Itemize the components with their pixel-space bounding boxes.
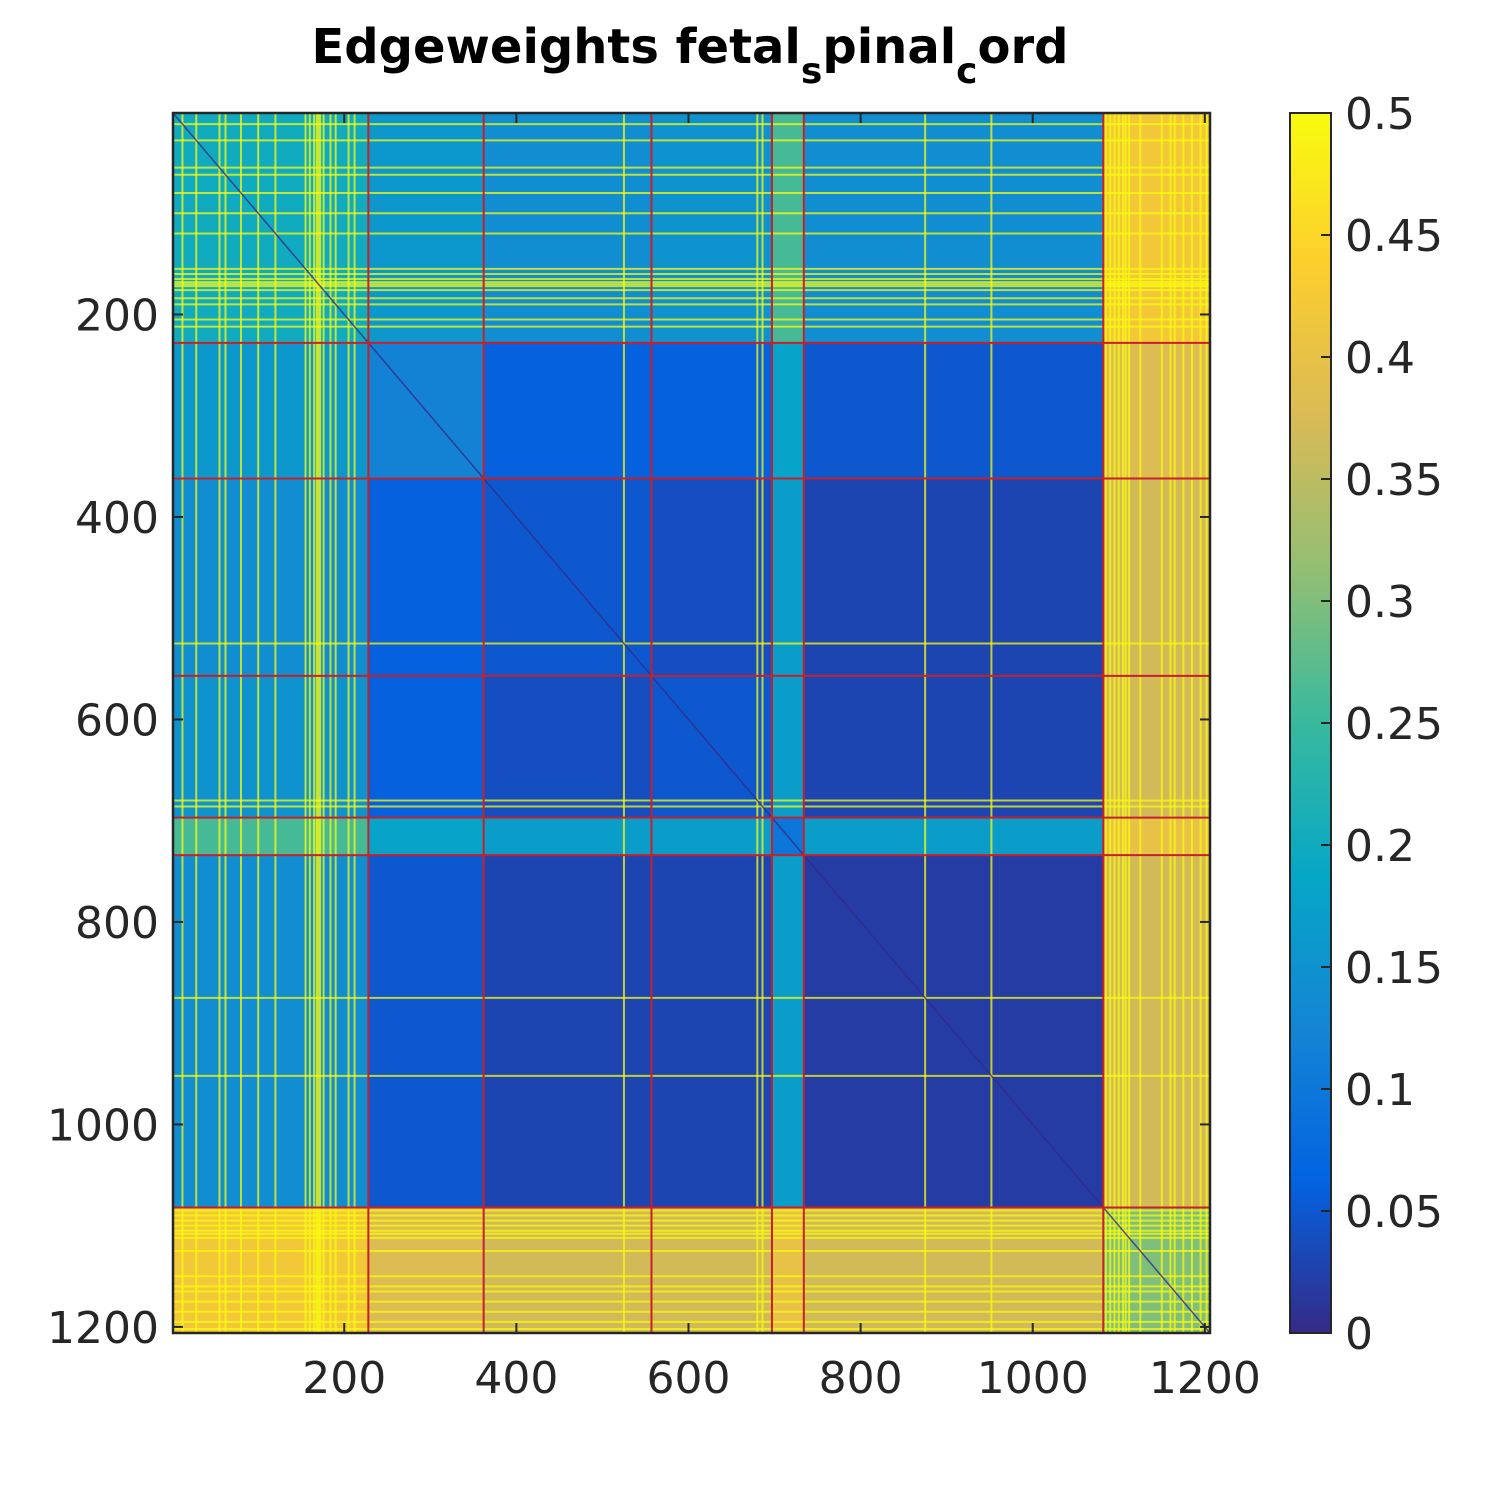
chart-title: Edgeweights fetalspinalcord <box>311 19 1068 92</box>
x-tick-label-0: 200 <box>302 1353 386 1404</box>
heatmap-block-3-0 <box>173 675 369 818</box>
x-tick-label-2: 600 <box>646 1353 730 1404</box>
y-tick-label-4: 1000 <box>47 1100 159 1151</box>
heatmap-block-2-0 <box>173 478 369 676</box>
heatmap-block-5-2 <box>483 855 652 1208</box>
heatmap-block-3-1 <box>368 675 484 818</box>
heatmap-block-5-1 <box>368 855 484 1208</box>
heatmap-block-2-1 <box>368 478 484 676</box>
x-tick-label-1: 400 <box>474 1353 558 1404</box>
colorbar-tick-label-4: 0.2 <box>1345 821 1415 872</box>
heatmap-block-2-3 <box>651 478 772 676</box>
x-tick-label-5: 1200 <box>1149 1353 1261 1404</box>
x-tick-label-3: 800 <box>819 1353 903 1404</box>
heatmap-block-3-5 <box>803 675 1104 818</box>
heatmap-block-1-0 <box>173 342 369 479</box>
colorbar-tick-label-3: 0.15 <box>1345 943 1443 994</box>
bright-stripes <box>173 113 1210 1333</box>
colorbar-ticks: 0 0.05 0.1 0.15 0.2 0.25 0.3 0.35 0.4 0.45 0.5 <box>1321 89 1443 1360</box>
heatmap-block-4-0 <box>173 817 369 856</box>
heatmap-block-0-5 <box>803 113 1104 343</box>
colorbar-tick-label-0: 0 <box>1345 1309 1373 1360</box>
heatmap-block-3-4 <box>771 675 804 818</box>
colorbar-tick-label-2: 0.1 <box>1345 1065 1415 1116</box>
heatmap-block-3-2 <box>483 675 652 818</box>
diagonal <box>173 113 1210 1333</box>
colorbar-tick-label-9: 0.45 <box>1345 211 1443 262</box>
colorbar-tick-label-1: 0.05 <box>1345 1187 1443 1238</box>
heatmap-block-4-2 <box>483 817 652 856</box>
heatmap-block-1-3 <box>651 342 772 479</box>
heatmap-block-0-1 <box>368 113 484 343</box>
colorbar-tick-label-10: 0.5 <box>1345 89 1415 140</box>
diagonal-line <box>173 113 1210 1333</box>
colorbar-tick-label-8: 0.4 <box>1345 333 1415 384</box>
heatmap-block-4-1 <box>368 817 484 856</box>
heatmap-block-5-3 <box>651 855 772 1208</box>
x-axis: 200 400 600 800 1000 1200 <box>302 113 1261 1404</box>
heatmap-block-1-4 <box>771 342 804 479</box>
heatmap-block-0-3 <box>651 113 772 343</box>
colorbar-tick-label-7: 0.35 <box>1345 455 1443 506</box>
heatmap-block-1-2 <box>483 342 652 479</box>
colorbar-tick-label-5: 0.25 <box>1345 699 1443 750</box>
heatmap-block-0-4 <box>771 113 804 343</box>
heatmap-block-5-4 <box>771 855 804 1208</box>
y-tick-label-2: 600 <box>75 695 159 746</box>
y-tick-label-3: 800 <box>75 898 159 949</box>
plot-frame <box>171 111 1212 1335</box>
colorbar-tick-label-6: 0.3 <box>1345 577 1415 628</box>
heatmap-block-1-5 <box>803 342 1104 479</box>
cluster-boundaries <box>173 113 1210 1333</box>
y-tick-label-5: 1200 <box>47 1303 159 1354</box>
heatmap-block-4-3 <box>651 817 772 856</box>
heatmap-block-2-4 <box>771 478 804 676</box>
heatmap-block-0-2 <box>483 113 652 343</box>
y-tick-label-0: 200 <box>75 290 159 341</box>
heatmap-block-4-5 <box>803 817 1104 856</box>
heatmap-block-2-5 <box>803 478 1104 676</box>
y-axis: 200 400 600 800 1000 1200 <box>47 290 1210 1354</box>
heatmap-block-5-0 <box>173 855 369 1208</box>
x-tick-label-4: 1000 <box>977 1353 1089 1404</box>
y-tick-label-1: 400 <box>75 493 159 544</box>
